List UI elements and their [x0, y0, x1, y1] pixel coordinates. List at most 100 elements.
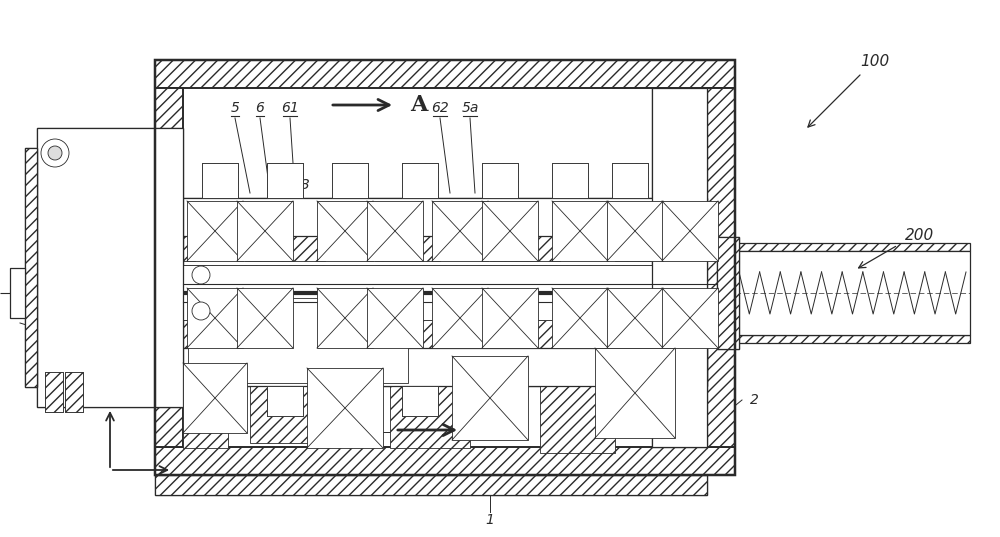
Bar: [183, 201, 195, 261]
Text: 200: 200: [905, 228, 934, 243]
Text: 1: 1: [486, 513, 494, 527]
Bar: [250, 363, 325, 443]
Bar: [552, 163, 588, 198]
Text: 8: 8: [371, 433, 379, 447]
Bar: [662, 288, 718, 348]
Bar: [155, 475, 707, 495]
Text: A: A: [475, 419, 492, 441]
Bar: [155, 88, 183, 447]
Bar: [717, 237, 739, 349]
Bar: [25, 148, 37, 387]
Text: 4: 4: [376, 275, 384, 289]
Circle shape: [192, 266, 210, 284]
Text: 22: 22: [406, 313, 424, 327]
Bar: [188, 298, 408, 383]
Bar: [202, 386, 238, 416]
Bar: [482, 163, 518, 198]
Bar: [202, 163, 238, 198]
Bar: [615, 201, 665, 261]
Bar: [317, 288, 373, 348]
Bar: [183, 363, 247, 433]
Bar: [452, 356, 528, 440]
Bar: [187, 288, 243, 348]
Bar: [707, 88, 735, 447]
Bar: [65, 372, 83, 412]
Bar: [183, 265, 707, 320]
Bar: [25, 148, 37, 387]
Bar: [183, 198, 707, 236]
Bar: [245, 288, 325, 348]
Text: A: A: [410, 94, 427, 116]
Bar: [183, 265, 707, 320]
Bar: [45, 372, 63, 412]
Bar: [402, 386, 438, 416]
Text: 201: 201: [745, 258, 772, 272]
Text: 5a: 5a: [461, 101, 479, 115]
Bar: [552, 201, 608, 261]
Text: 61: 61: [281, 101, 299, 115]
Bar: [40, 272, 178, 401]
Bar: [482, 201, 538, 261]
Bar: [183, 288, 195, 348]
Bar: [267, 163, 303, 198]
Bar: [202, 386, 238, 416]
Text: 100: 100: [860, 54, 890, 69]
Bar: [332, 386, 368, 416]
Bar: [202, 163, 238, 198]
Bar: [482, 163, 518, 198]
Bar: [45, 372, 63, 412]
Bar: [490, 201, 560, 261]
Bar: [540, 353, 615, 453]
Bar: [402, 386, 438, 416]
Bar: [390, 358, 470, 448]
Bar: [267, 386, 303, 416]
Text: $O_1$  ($O_{11}$): $O_1$ ($O_{11}$): [895, 285, 968, 306]
Text: 5: 5: [231, 101, 239, 115]
Circle shape: [48, 146, 62, 160]
Bar: [187, 201, 243, 261]
Bar: [237, 288, 293, 348]
Bar: [432, 201, 488, 261]
Circle shape: [41, 139, 69, 167]
Bar: [10, 268, 25, 318]
Bar: [37, 128, 183, 407]
Text: 6: 6: [256, 101, 264, 115]
Text: 62: 62: [431, 101, 449, 115]
Text: 2: 2: [750, 393, 759, 407]
Circle shape: [192, 302, 210, 320]
Bar: [595, 348, 675, 438]
Bar: [652, 88, 707, 447]
Bar: [735, 251, 970, 335]
Bar: [307, 368, 383, 448]
Bar: [402, 163, 438, 198]
Text: Z: Z: [180, 463, 191, 481]
Bar: [662, 201, 718, 261]
Bar: [65, 372, 83, 412]
Bar: [652, 88, 707, 447]
Bar: [183, 198, 707, 236]
Bar: [552, 163, 588, 198]
Bar: [490, 288, 560, 348]
Bar: [183, 358, 228, 448]
Bar: [332, 163, 368, 198]
Bar: [155, 60, 735, 88]
Bar: [332, 163, 368, 198]
Bar: [612, 163, 648, 198]
Bar: [482, 386, 518, 416]
Text: T2: T2: [100, 380, 120, 398]
Bar: [402, 163, 438, 198]
Bar: [432, 288, 488, 348]
Bar: [317, 201, 373, 261]
Bar: [332, 386, 368, 416]
Bar: [615, 288, 665, 348]
Bar: [267, 386, 303, 416]
Bar: [367, 201, 423, 261]
Bar: [183, 348, 707, 386]
Bar: [375, 201, 440, 261]
Bar: [607, 201, 663, 261]
Text: 21: 21: [341, 278, 359, 292]
Bar: [482, 386, 518, 416]
Bar: [735, 243, 970, 251]
Bar: [367, 288, 423, 348]
Bar: [188, 298, 408, 383]
